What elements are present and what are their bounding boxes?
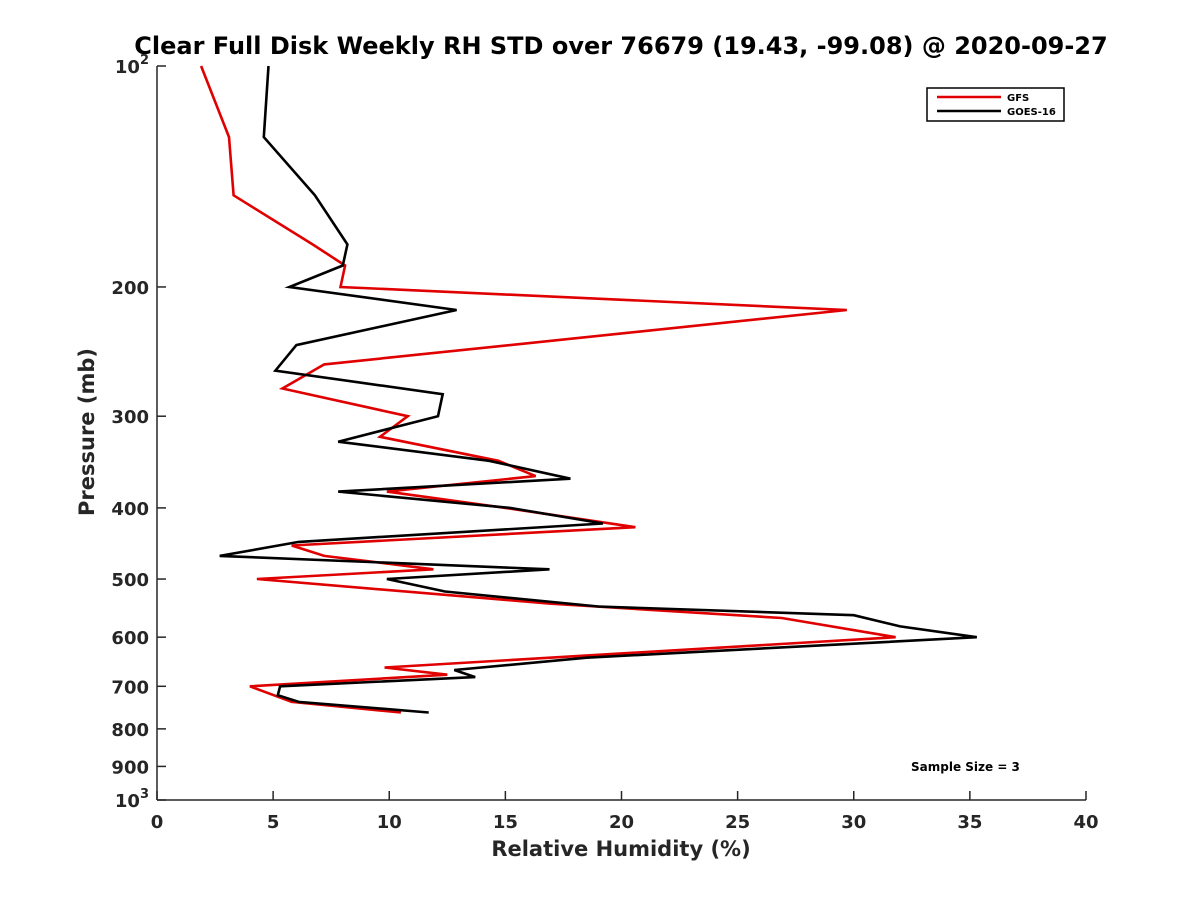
chart-title: Clear Full Disk Weekly RH STD over 76679… <box>134 32 1107 60</box>
x-tick-label: 30 <box>841 812 866 833</box>
series-line-gfs <box>199 65 896 714</box>
legend-box <box>926 87 1065 122</box>
x-tick-label: 0 <box>151 812 164 833</box>
y-tick-label: 500 <box>111 570 149 591</box>
y-tick-label: 600 <box>111 628 149 649</box>
y-tick-label: 102 <box>115 53 149 78</box>
y-tick-label: 200 <box>111 278 149 299</box>
x-tick-label: 25 <box>725 812 750 833</box>
y-tick-label: 103 <box>115 787 149 812</box>
x-tick-label: 40 <box>1073 812 1098 833</box>
legend-label-goes-16: GOES-16 <box>1007 107 1056 118</box>
series-line-goes-16 <box>219 65 977 714</box>
sample-size-annotation: Sample Size = 3 <box>911 760 1020 774</box>
x-tick-label: 15 <box>493 812 518 833</box>
legend: GFS GOES-16 <box>926 87 1065 122</box>
x-tick-label: 5 <box>267 812 280 833</box>
y-tick-label: 400 <box>111 499 149 520</box>
y-axis-label: Pressure (mb) <box>75 348 99 516</box>
legend-label-gfs: GFS <box>1007 93 1029 104</box>
y-tick-label: 300 <box>111 407 149 428</box>
axes: 0 5 10 15 20 25 30 35 40 102 200 300 400 500 600 700 800… <box>111 53 1098 833</box>
x-tick-label: 35 <box>957 812 982 833</box>
y-tick-label: 700 <box>111 677 149 698</box>
y-tick-label: 800 <box>111 720 149 741</box>
plot-area <box>199 65 977 714</box>
y-tick-label: 900 <box>111 757 149 778</box>
x-axis-label: Relative Humidity (%) <box>491 837 750 861</box>
x-tick-label: 20 <box>609 812 634 833</box>
x-tick-label: 10 <box>377 812 402 833</box>
